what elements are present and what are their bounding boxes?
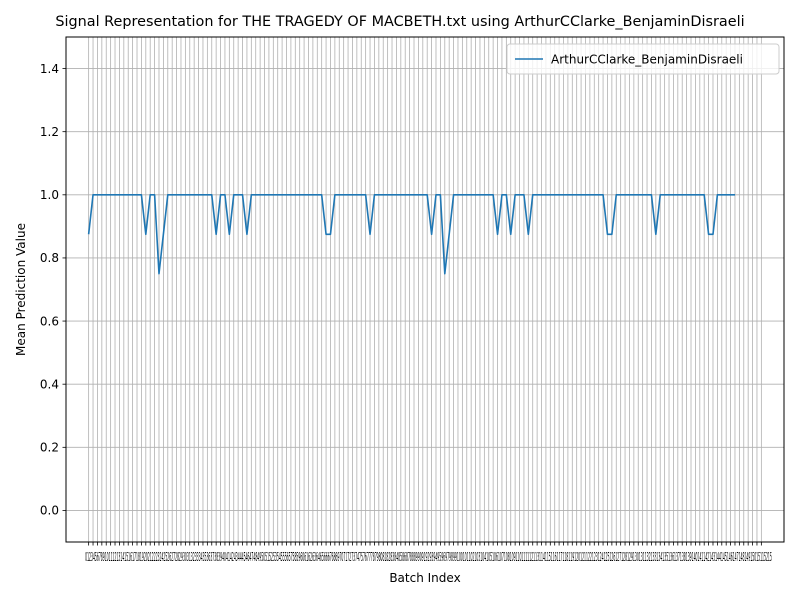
legend: ArthurCClarke_BenjaminDisraeli xyxy=(506,43,780,75)
legend-label: ArthurCClarke_BenjaminDisraeli xyxy=(551,53,743,67)
x-grid-lines xyxy=(88,37,762,542)
x-ticks xyxy=(88,542,762,546)
y-tick-label: 0.8 xyxy=(40,251,59,265)
y-tick-label: 1.2 xyxy=(40,125,59,139)
y-tick-label: 0.0 xyxy=(40,504,59,518)
legend-box xyxy=(506,43,780,75)
x-axis-label: Batch Index xyxy=(389,571,460,585)
y-tick-label: 0.4 xyxy=(40,377,59,391)
y-ticks: 0.0 0.2 0.4 0.6 0.8 1.0 1.2 1.4 xyxy=(40,62,66,518)
y-tick-label: 1.0 xyxy=(40,188,59,202)
series-line xyxy=(87,194,735,275)
y-tick-label: 0.6 xyxy=(40,314,59,328)
y-tick-label: 1.4 xyxy=(40,62,59,76)
plot-frame xyxy=(65,36,785,543)
y-tick-label: 0.2 xyxy=(40,441,59,455)
x-tick-labels: 0123456789101112131415161718192021222324… xyxy=(85,550,772,564)
y-axis-label: Mean Prediction Value xyxy=(14,223,28,356)
chart-title: Signal Representation for THE TRAGEDY OF… xyxy=(55,14,744,30)
